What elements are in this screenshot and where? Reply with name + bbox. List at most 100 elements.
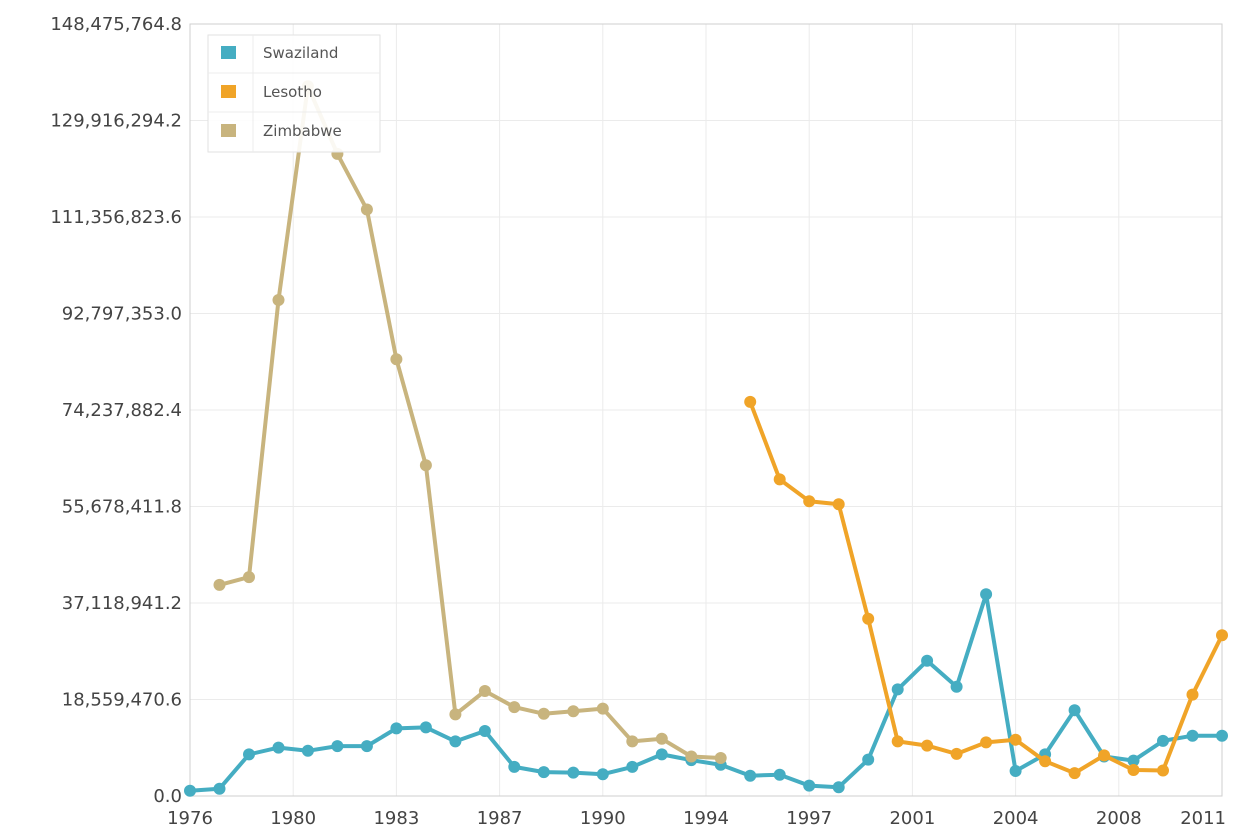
y-tick-label: 92,797,353.0 [62, 304, 182, 325]
data-point-lesotho[interactable] [1157, 764, 1169, 777]
data-point-lesotho[interactable] [950, 747, 963, 760]
series-zimbabwe [213, 80, 727, 764]
data-point-swaziland[interactable] [891, 683, 904, 696]
legend-item-lesotho[interactable]: Lesotho [219, 83, 322, 101]
series-line-zimbabwe [217, 84, 723, 760]
legend-item-swaziland[interactable]: Swaziland [219, 44, 338, 62]
data-point-zimbabwe[interactable] [685, 750, 698, 763]
y-tick-label: 129,916,294.2 [50, 111, 182, 132]
x-tick-label: 1990 [580, 808, 626, 829]
data-point-zimbabwe[interactable] [596, 702, 609, 715]
y-tick-label: 18,559,470.6 [62, 690, 182, 711]
x-tick-label: 1987 [477, 808, 523, 829]
data-point-swaziland[interactable] [832, 781, 845, 794]
data-point-zimbabwe[interactable] [655, 732, 668, 745]
x-tick-label: 1997 [786, 808, 832, 829]
data-point-swaziland[interactable] [980, 588, 993, 601]
data-point-lesotho[interactable] [1216, 629, 1228, 642]
data-point-zimbabwe[interactable] [213, 578, 226, 591]
data-point-lesotho[interactable] [1039, 755, 1052, 768]
data-point-swaziland[interactable] [744, 769, 757, 782]
data-point-swaziland[interactable] [449, 735, 462, 748]
data-point-swaziland[interactable] [184, 784, 196, 797]
data-point-zimbabwe[interactable] [626, 735, 639, 748]
data-point-swaziland[interactable] [626, 760, 639, 773]
data-point-lesotho[interactable] [832, 498, 845, 511]
data-point-lesotho[interactable] [1127, 764, 1140, 776]
data-point-swaziland[interactable] [1068, 704, 1081, 717]
data-point-swaziland[interactable] [803, 779, 816, 792]
data-point-swaziland[interactable] [1186, 729, 1199, 742]
data-point-zimbabwe[interactable] [508, 701, 521, 714]
legend-label-lesotho: Lesotho [263, 83, 322, 101]
data-point-zimbabwe[interactable] [478, 685, 491, 697]
data-point-swaziland[interactable] [390, 722, 403, 735]
data-point-lesotho[interactable] [980, 736, 993, 749]
y-tick-label: 0.0 [153, 786, 182, 807]
data-point-zimbabwe[interactable] [449, 708, 462, 721]
data-point-swaziland[interactable] [360, 740, 373, 753]
data-point-swaziland[interactable] [272, 741, 285, 754]
data-point-zimbabwe[interactable] [537, 707, 550, 720]
plot-frame [189, 23, 1223, 797]
data-point-swaziland[interactable] [1157, 734, 1169, 747]
data-point-swaziland[interactable] [655, 748, 668, 761]
data-point-swaziland[interactable] [243, 748, 255, 761]
data-point-zimbabwe[interactable] [243, 571, 255, 584]
y-tick-label: 55,678,411.8 [62, 497, 182, 518]
data-point-lesotho[interactable] [921, 739, 934, 752]
legend-label-zimbabwe: Zimbabwe [263, 122, 342, 140]
y-tick-label: 148,475,764.8 [50, 14, 182, 35]
legend-swatch-zimbabwe [219, 122, 238, 139]
data-point-swaziland[interactable] [213, 782, 226, 795]
x-tick-label: 2008 [1096, 808, 1142, 829]
data-point-swaziland[interactable] [773, 768, 786, 781]
grid-lines [189, 23, 1223, 797]
legend-swatch-lesotho [219, 83, 238, 100]
data-point-lesotho[interactable] [773, 473, 786, 486]
x-axis-ticks: 1976 1980 1983 1987 1990 1994 1997 2001 2004 2008… [167, 808, 1226, 829]
data-point-lesotho[interactable] [891, 735, 904, 748]
data-point-lesotho[interactable] [803, 495, 816, 508]
data-point-zimbabwe[interactable] [567, 705, 580, 718]
data-point-zimbabwe[interactable] [390, 353, 403, 366]
x-tick-label: 2004 [993, 808, 1039, 829]
y-tick-label: 37,118,941.2 [62, 593, 182, 614]
data-point-lesotho[interactable] [1009, 733, 1022, 746]
series-lesotho [744, 395, 1228, 780]
data-point-swaziland[interactable] [478, 725, 491, 737]
data-point-lesotho[interactable] [1186, 688, 1199, 701]
data-point-swaziland[interactable] [950, 680, 963, 693]
series-line-lesotho [748, 399, 1224, 776]
data-point-lesotho[interactable] [1068, 767, 1081, 780]
data-point-lesotho[interactable] [862, 612, 875, 625]
legend-label-swaziland: Swaziland [263, 44, 338, 62]
data-point-swaziland[interactable] [331, 740, 344, 753]
data-point-swaziland[interactable] [862, 753, 875, 766]
data-point-lesotho[interactable] [1098, 749, 1111, 762]
x-tick-label: 1994 [683, 808, 729, 829]
x-tick-label: 2011 [1180, 808, 1226, 829]
data-point-swaziland[interactable] [537, 766, 550, 779]
data-point-swaziland[interactable] [1009, 765, 1022, 777]
data-point-zimbabwe[interactable] [360, 203, 373, 216]
data-point-swaziland[interactable] [508, 760, 521, 773]
data-point-swaziland[interactable] [567, 766, 580, 779]
x-tick-label: 1980 [270, 808, 316, 829]
data-point-zimbabwe[interactable] [419, 459, 432, 472]
legend-item-zimbabwe[interactable]: Zimbabwe [219, 122, 342, 140]
data-point-swaziland[interactable] [1127, 754, 1140, 767]
data-point-swaziland[interactable] [419, 721, 432, 734]
y-tick-label: 74,237,882.4 [62, 400, 182, 421]
data-point-zimbabwe[interactable] [272, 294, 285, 306]
data-point-swaziland[interactable] [921, 654, 934, 667]
data-point-lesotho[interactable] [744, 395, 757, 408]
legend[interactable]: Swaziland Lesotho Zimbabwe [207, 34, 381, 153]
data-point-swaziland[interactable] [596, 768, 609, 781]
data-point-zimbabwe[interactable] [714, 752, 727, 764]
y-tick-label: 111,356,823.6 [50, 207, 182, 228]
data-point-swaziland[interactable] [1216, 729, 1228, 742]
data-point-swaziland[interactable] [301, 744, 314, 757]
x-tick-label: 2001 [889, 808, 935, 829]
